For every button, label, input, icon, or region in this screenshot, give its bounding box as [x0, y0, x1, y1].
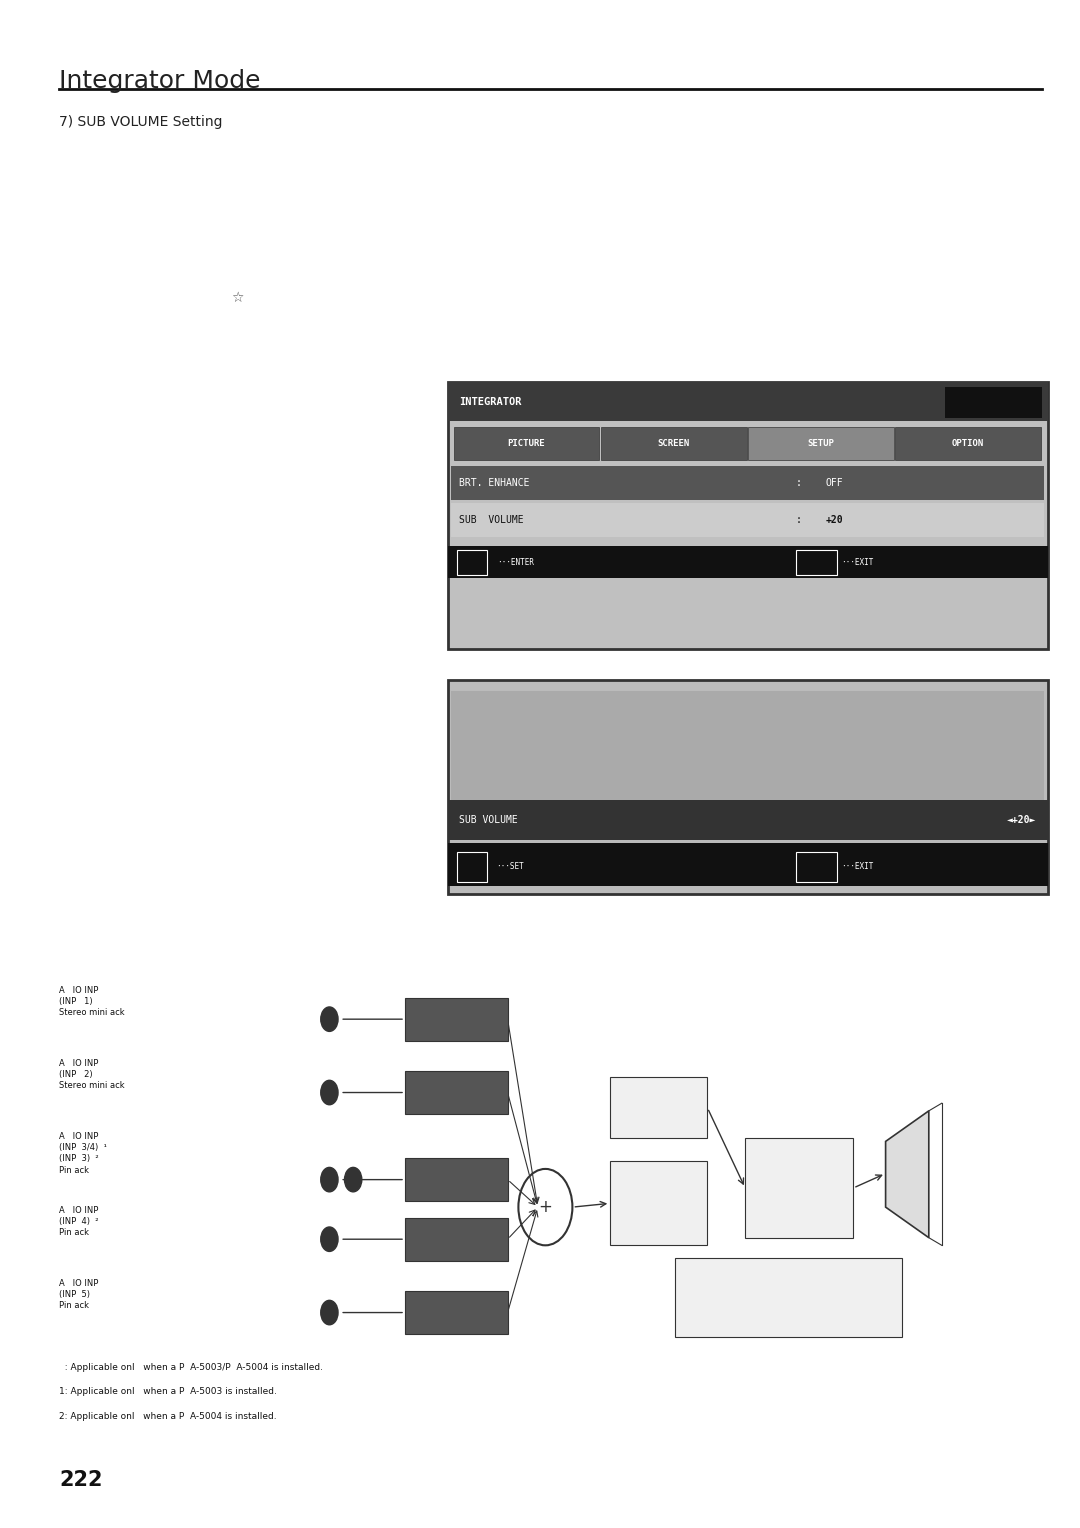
FancyBboxPatch shape	[451, 691, 1044, 840]
Text: ☆: ☆	[231, 290, 244, 306]
Text: 1: Applicable onl   when a P  A-5003 is installed.: 1: Applicable onl when a P A-5003 is ins…	[59, 1387, 278, 1397]
Circle shape	[321, 1167, 338, 1192]
Text: INPUT1: INPUT1	[976, 399, 1011, 408]
Text: A   IO INP
(INP   2)
Stereo mini ack: A IO INP (INP 2) Stereo mini ack	[59, 1059, 125, 1089]
FancyBboxPatch shape	[451, 503, 1044, 536]
Circle shape	[321, 1007, 338, 1031]
FancyBboxPatch shape	[796, 851, 837, 882]
FancyBboxPatch shape	[448, 382, 1048, 422]
Text: SUB  VOLUME: SUB VOLUME	[459, 515, 524, 526]
Polygon shape	[886, 1111, 929, 1238]
Text: ◄+20►: ◄+20►	[1008, 816, 1037, 825]
FancyBboxPatch shape	[610, 1077, 707, 1138]
FancyBboxPatch shape	[600, 426, 746, 460]
Text: INP  2
S  B  OL  ME: INP 2 S B OL ME	[429, 1083, 484, 1102]
Text: 2: Applicable onl   when a P  A-5004 is installed.: 2: Applicable onl when a P A-5004 is ins…	[59, 1412, 278, 1421]
Text: OL  ME: OL ME	[644, 1103, 674, 1112]
Text: INP  4
S  B  OL  ME: INP 4 S B OL ME	[429, 1230, 484, 1248]
Text: Audio block diagram
(concept diagram): Audio block diagram (concept diagram)	[734, 1287, 842, 1308]
Text: ···EXIT: ···EXIT	[841, 862, 874, 871]
FancyBboxPatch shape	[405, 1291, 508, 1334]
Circle shape	[321, 1227, 338, 1251]
FancyBboxPatch shape	[448, 799, 1048, 840]
FancyBboxPatch shape	[405, 1158, 508, 1201]
Text: A   IO INP
(INP  4)  ²
Pin ack: A IO INP (INP 4) ² Pin ack	[59, 1206, 99, 1236]
FancyBboxPatch shape	[448, 545, 1048, 578]
Circle shape	[321, 1080, 338, 1105]
FancyBboxPatch shape	[448, 843, 1048, 886]
FancyBboxPatch shape	[405, 998, 508, 1041]
Circle shape	[345, 1167, 362, 1192]
Text: MENU: MENU	[807, 862, 825, 871]
FancyBboxPatch shape	[451, 466, 1044, 500]
Text: BRT. ENHANCE: BRT. ENHANCE	[459, 478, 529, 487]
FancyBboxPatch shape	[448, 680, 1048, 894]
Text: ···EXIT: ···EXIT	[841, 558, 874, 567]
Text: : Applicable onl   when a P  A-5003/P  A-5004 is installed.: : Applicable onl when a P A-5003/P A-500…	[59, 1363, 323, 1372]
FancyBboxPatch shape	[454, 426, 599, 460]
Text: A   IO INP
(INP  5)
Pin ack: A IO INP (INP 5) Pin ack	[59, 1279, 98, 1309]
FancyBboxPatch shape	[675, 1258, 902, 1337]
FancyBboxPatch shape	[405, 1071, 508, 1114]
Text: Integrator Mode: Integrator Mode	[59, 69, 261, 93]
Circle shape	[321, 1300, 338, 1325]
FancyBboxPatch shape	[610, 1161, 707, 1245]
FancyBboxPatch shape	[448, 382, 1048, 649]
Text: :: :	[796, 478, 801, 487]
Text: POWER
AMPLIFIER: POWER AMPLIFIER	[775, 1178, 823, 1198]
Text: SET: SET	[465, 862, 478, 871]
Text: SET: SET	[465, 558, 478, 567]
Text: +20: +20	[826, 515, 843, 526]
Text: INP  3
S  B  OL  ME: INP 3 S B OL ME	[429, 1170, 484, 1189]
Text: SUB VOLUME: SUB VOLUME	[459, 816, 517, 825]
Text: 7) SUB VOLUME Setting: 7) SUB VOLUME Setting	[59, 115, 222, 128]
Text: +: +	[539, 1198, 552, 1216]
Text: INP
SELE  OR: INP SELE OR	[639, 1193, 678, 1213]
FancyBboxPatch shape	[945, 388, 1042, 417]
FancyBboxPatch shape	[745, 1138, 853, 1238]
FancyBboxPatch shape	[747, 426, 894, 460]
Text: A   IO INP
(INP   1)
Stereo mini ack: A IO INP (INP 1) Stereo mini ack	[59, 986, 125, 1016]
Text: ···SET: ···SET	[496, 862, 524, 871]
FancyBboxPatch shape	[895, 426, 1041, 460]
Text: OPTION: OPTION	[951, 439, 984, 448]
Text: A   IO INP
(INP  3/4)  ¹
(INP  3)  ²
Pin ack: A IO INP (INP 3/4) ¹ (INP 3) ² Pin ack	[59, 1132, 107, 1175]
Text: ···ENTER: ···ENTER	[497, 558, 534, 567]
Text: MENU: MENU	[807, 558, 825, 567]
Text: SETUP: SETUP	[808, 439, 834, 448]
FancyBboxPatch shape	[457, 550, 487, 575]
Text: 222: 222	[59, 1470, 103, 1490]
Text: OFF: OFF	[826, 478, 843, 487]
Text: :: :	[796, 515, 801, 526]
Text: PICTURE: PICTURE	[508, 439, 545, 448]
Text: INP  1
S  B  OL  ME: INP 1 S B OL ME	[429, 1010, 484, 1028]
Text: SCREEN: SCREEN	[658, 439, 690, 448]
FancyBboxPatch shape	[796, 550, 837, 575]
FancyBboxPatch shape	[457, 851, 487, 882]
Text: INP  5
S  B  OL  ME: INP 5 S B OL ME	[429, 1303, 484, 1322]
FancyBboxPatch shape	[405, 1218, 508, 1261]
Text: INTEGRATOR: INTEGRATOR	[459, 397, 522, 406]
